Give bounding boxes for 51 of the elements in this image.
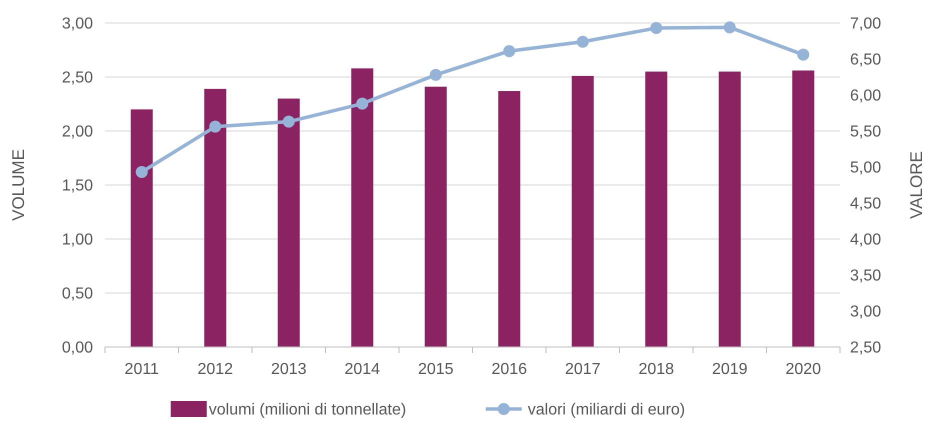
- y2-tick-label: 5,00: [850, 160, 882, 177]
- y2-tick-label: 3,50: [850, 268, 882, 285]
- y-tick-label: 2,50: [62, 70, 94, 87]
- y2-tick-label: 4,50: [850, 196, 882, 213]
- point: [650, 22, 662, 34]
- bar: [204, 88, 226, 347]
- point: [503, 45, 516, 58]
- x-tick-label: 2018: [638, 361, 674, 378]
- point: [209, 120, 222, 133]
- point: [797, 48, 810, 61]
- y2-tick-label: 6,00: [850, 88, 882, 105]
- y-tick-label: 0,50: [62, 286, 94, 303]
- y2-axis-title: VALORE: [907, 151, 926, 219]
- y2-tick-label: 4,00: [850, 232, 882, 249]
- legend-label: volumi (milioni di tonnellate): [208, 402, 406, 419]
- point: [356, 98, 368, 110]
- point: [576, 36, 589, 48]
- y2-tick-label: 6,50: [850, 52, 882, 69]
- x-tick-label: 2019: [712, 361, 748, 378]
- y-axis-title: VOLUME: [9, 149, 28, 221]
- bar: [792, 70, 814, 347]
- y-tick-label: 0,00: [62, 340, 94, 357]
- x-tick-label: 2013: [270, 361, 307, 378]
- x-tick-label: 2014: [344, 361, 380, 378]
- bar: [645, 72, 668, 347]
- point: [136, 166, 148, 178]
- x-tick-label: 2012: [197, 361, 234, 378]
- bar: [572, 76, 594, 347]
- bar: [130, 109, 153, 347]
- point: [724, 21, 736, 34]
- y2-tick-label: 7,00: [850, 16, 882, 33]
- y-tick-label: 2,00: [62, 124, 94, 141]
- point: [430, 68, 442, 81]
- x-tick-label: 2017: [564, 361, 601, 378]
- y-tick-label: 1,00: [62, 232, 94, 249]
- x-tick-label: 2020: [785, 361, 822, 378]
- y2-tick-label: 2,50: [850, 340, 882, 357]
- y-tick-label: 1,50: [62, 178, 94, 195]
- y2-tick-label: 5,50: [850, 124, 882, 141]
- bar: [718, 72, 741, 347]
- x-tick-label: 2015: [418, 361, 454, 378]
- bar: [278, 98, 300, 347]
- bar: [424, 86, 447, 347]
- bar: [351, 68, 374, 347]
- y-tick-label: 3,00: [62, 16, 94, 33]
- bar: [498, 91, 520, 347]
- x-tick-label: 2016: [491, 361, 528, 378]
- point: [282, 116, 295, 128]
- x-tick-label: 2011: [124, 361, 160, 378]
- y2-tick-label: 3,00: [850, 304, 882, 321]
- legend-label: valori (miliardi di euro): [528, 402, 686, 419]
